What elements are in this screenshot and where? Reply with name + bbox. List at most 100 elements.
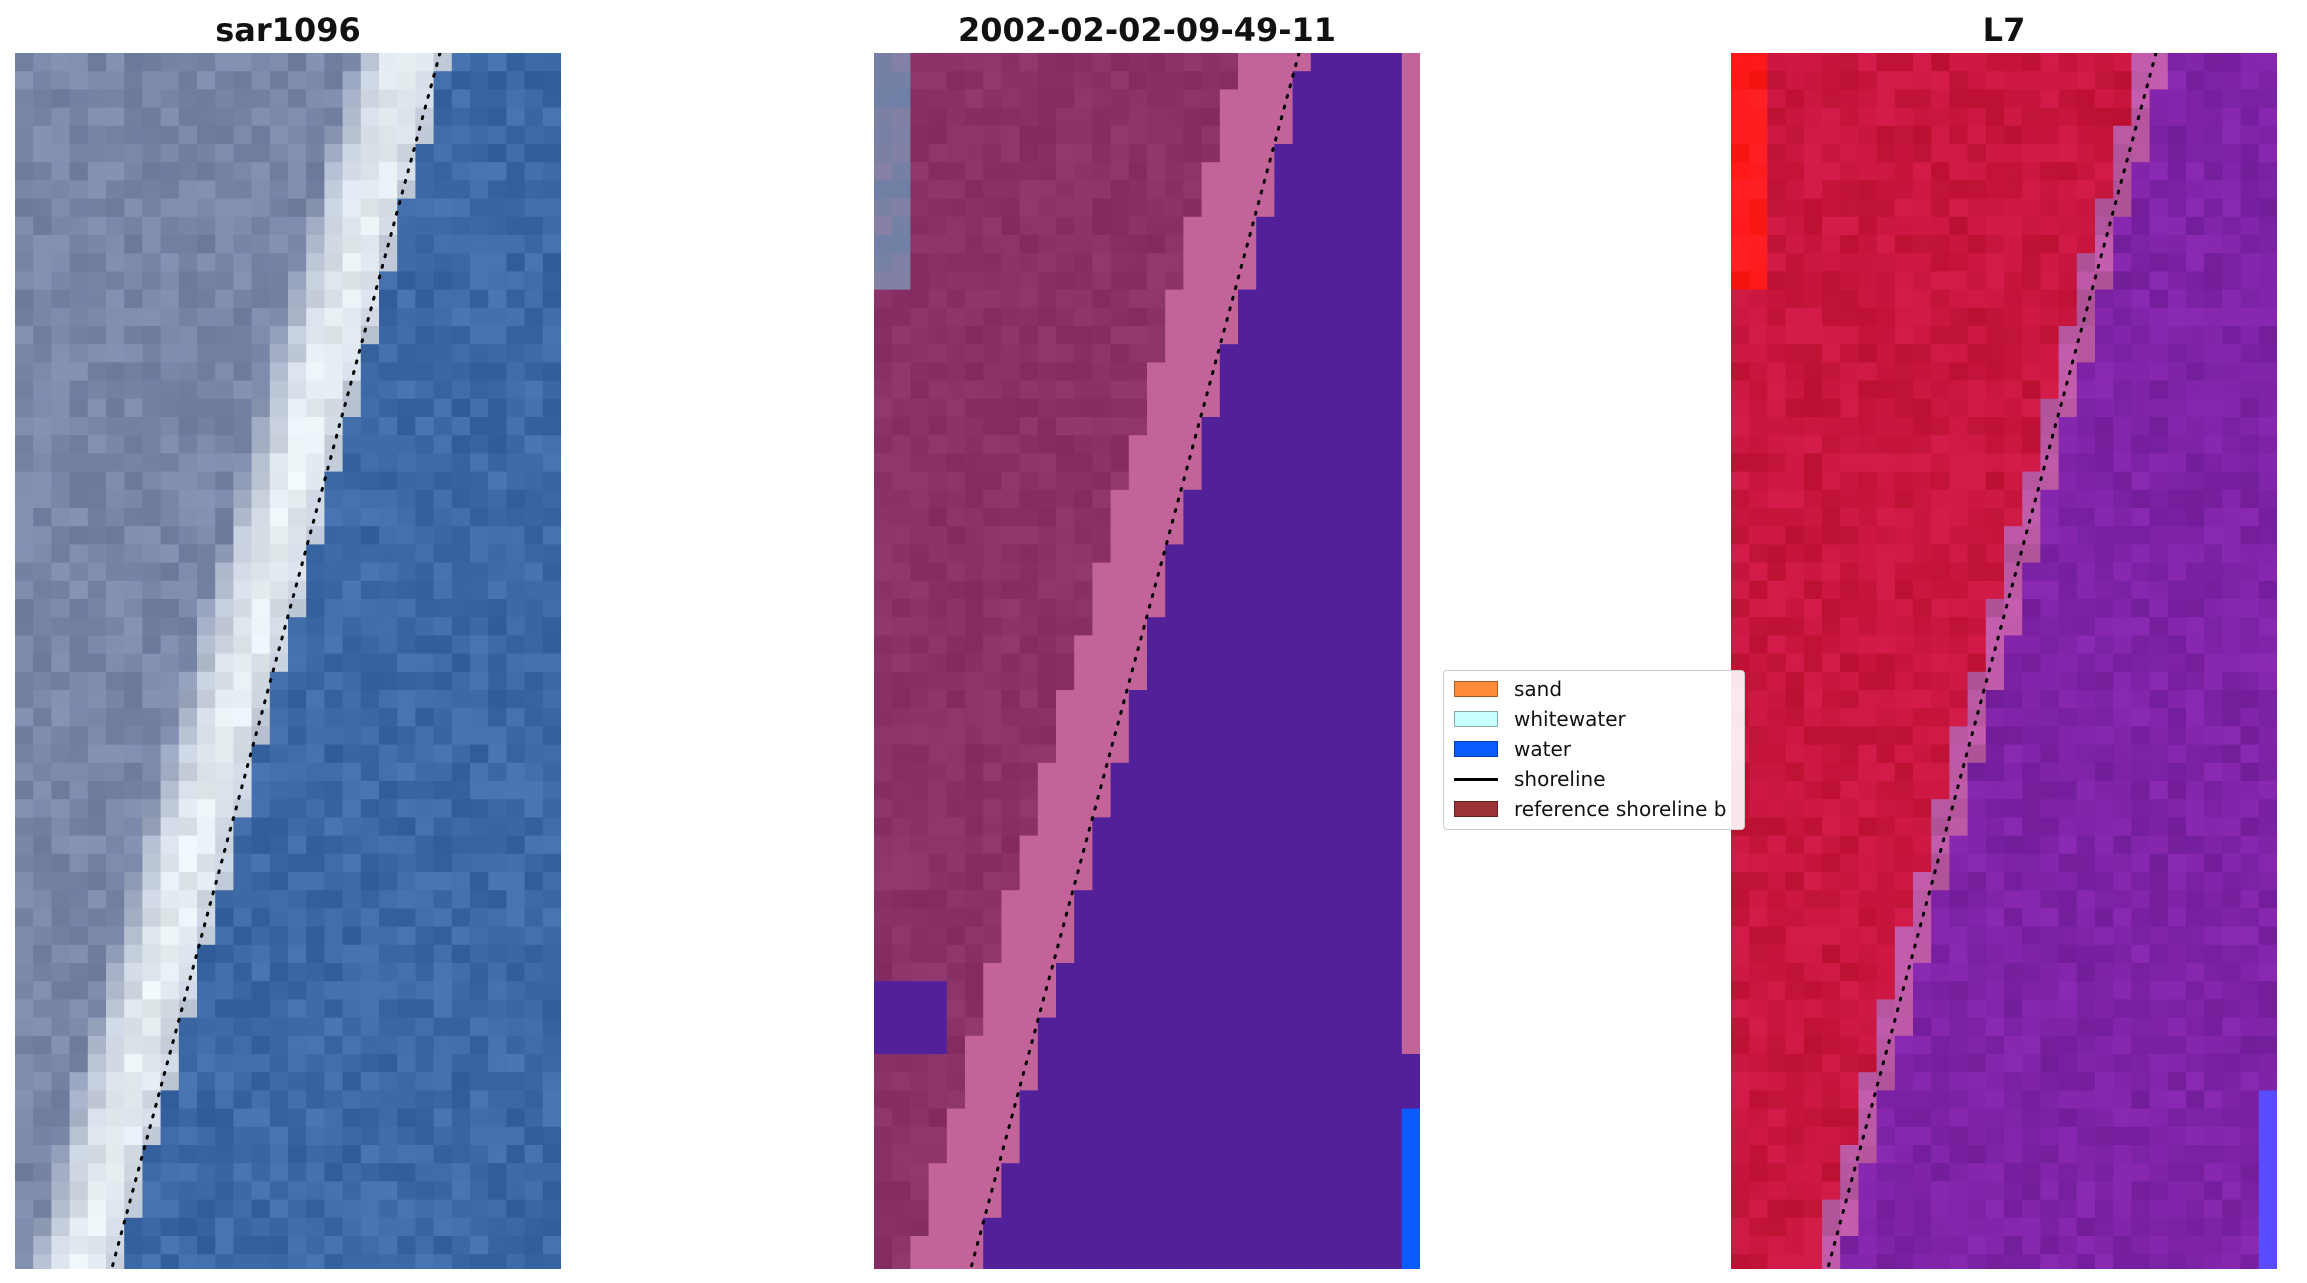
pixel xyxy=(1256,635,1275,655)
pixel xyxy=(1147,999,1166,1019)
pixel xyxy=(1985,526,2005,545)
pixel xyxy=(1383,799,1403,818)
pixel xyxy=(1110,617,1130,636)
pixel xyxy=(1092,162,1112,181)
pixel xyxy=(1001,999,1021,1019)
pixel xyxy=(2004,125,2023,145)
pixel xyxy=(488,471,507,491)
pixel xyxy=(1785,489,1805,509)
pixel xyxy=(542,653,561,673)
pixel xyxy=(965,1090,984,1110)
pixel xyxy=(1183,235,1203,254)
pixel xyxy=(1238,1181,1257,1201)
pixel xyxy=(269,253,289,272)
pixel xyxy=(1256,1017,1275,1037)
pixel xyxy=(910,926,930,946)
pixel xyxy=(1001,781,1021,800)
pixel xyxy=(506,708,526,727)
pixel xyxy=(1183,398,1203,418)
pixel xyxy=(51,398,71,418)
pixel xyxy=(1858,162,1878,181)
pixel xyxy=(1401,926,1420,946)
pixel xyxy=(1019,781,1039,800)
pixel xyxy=(1238,1217,1257,1237)
pixel xyxy=(910,1017,930,1037)
pixel xyxy=(379,617,398,636)
pixel xyxy=(106,1236,125,1255)
pixel xyxy=(1894,580,1914,600)
pixel xyxy=(1967,180,1987,200)
pixel xyxy=(1110,635,1130,655)
pixel xyxy=(69,471,89,491)
pixel xyxy=(1001,380,1021,400)
pixel xyxy=(2040,362,2060,382)
pixel xyxy=(124,235,143,254)
pixel xyxy=(1001,708,1021,727)
pixel xyxy=(69,1254,89,1269)
pixel xyxy=(1913,198,1932,218)
pixel xyxy=(470,1163,489,1182)
pixel xyxy=(2058,326,2078,345)
pixel xyxy=(470,853,489,873)
pixel xyxy=(215,380,234,400)
pixel xyxy=(1238,544,1257,564)
pixel xyxy=(1001,562,1021,582)
pixel xyxy=(1822,107,1841,127)
pixel xyxy=(1383,508,1403,527)
pixel xyxy=(360,690,380,709)
pixel xyxy=(928,453,948,473)
pixel xyxy=(342,708,362,727)
pixel xyxy=(397,471,416,491)
pixel xyxy=(1037,489,1057,509)
pixel xyxy=(288,89,307,109)
pixel xyxy=(379,253,398,272)
pixel xyxy=(1238,1145,1257,1164)
pixel xyxy=(1347,1181,1366,1201)
pixel xyxy=(2004,344,2023,363)
pixel xyxy=(360,580,380,600)
pixel xyxy=(1292,1035,1312,1055)
pixel xyxy=(1383,562,1403,582)
pixel xyxy=(1913,180,1932,200)
pixel xyxy=(2131,71,2151,90)
pixel xyxy=(488,125,507,145)
pixel xyxy=(1931,489,1950,509)
pixel xyxy=(124,999,143,1019)
pixel xyxy=(965,799,984,818)
pixel xyxy=(1110,762,1130,782)
pixel xyxy=(1822,180,1841,200)
pixel xyxy=(324,289,344,309)
pixel xyxy=(1165,271,1184,291)
pixel xyxy=(178,125,198,145)
pixel xyxy=(433,653,453,673)
pixel xyxy=(1731,417,1750,436)
pixel xyxy=(983,489,1002,509)
pixel xyxy=(69,617,89,636)
pixel xyxy=(433,1108,453,1128)
pixel xyxy=(1949,198,1969,218)
pixel xyxy=(946,162,966,181)
pixel xyxy=(233,107,253,127)
pixel xyxy=(470,489,489,509)
pixel xyxy=(965,599,984,618)
pixel xyxy=(51,1236,71,1255)
pixel xyxy=(1383,289,1403,309)
pixel xyxy=(1985,71,2005,90)
pixel xyxy=(33,963,52,982)
pixel xyxy=(983,144,1002,163)
pixel xyxy=(2040,107,2060,127)
pixel xyxy=(1001,617,1021,636)
pixel xyxy=(1001,599,1021,618)
pixel xyxy=(1383,762,1403,782)
pixel xyxy=(910,781,930,800)
pixel xyxy=(178,1017,198,1037)
pixel xyxy=(215,1145,234,1164)
pixel xyxy=(1092,999,1112,1019)
pixel xyxy=(342,271,362,291)
pixel xyxy=(324,635,344,655)
pixel xyxy=(524,526,544,545)
pixel xyxy=(342,471,362,491)
pixel xyxy=(910,762,930,782)
pixel xyxy=(324,799,344,818)
pixel xyxy=(1292,617,1312,636)
